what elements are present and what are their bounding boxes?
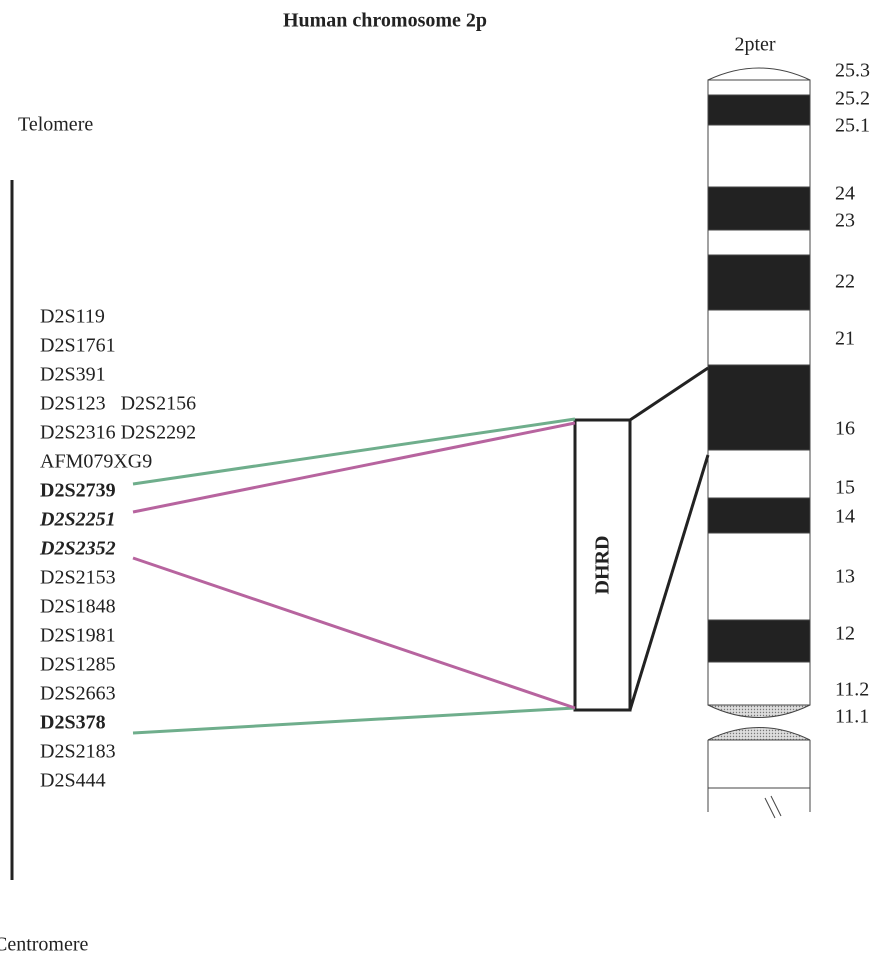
title: Human chromosome 2p bbox=[283, 10, 487, 32]
band-label: 14 bbox=[835, 506, 855, 528]
marker-label: D2S391 bbox=[40, 364, 106, 386]
marker-label: D2S444 bbox=[40, 770, 106, 792]
chromosome bbox=[708, 68, 810, 818]
marker-label: D2S1848 bbox=[40, 596, 116, 618]
critical-line bbox=[133, 423, 575, 512]
band-label: 22 bbox=[835, 271, 855, 293]
band-label: 25.1 bbox=[835, 115, 870, 137]
critical-line bbox=[133, 558, 575, 708]
marker-label: D2S2183 bbox=[40, 741, 116, 763]
band-label: 24 bbox=[835, 183, 855, 205]
band-label: 13 bbox=[835, 566, 855, 588]
marker-label: D2S2153 bbox=[40, 567, 116, 589]
band-label: 15 bbox=[835, 477, 855, 499]
marker-label: AFM079XG9 bbox=[40, 451, 152, 473]
band-label: 11.2 bbox=[835, 679, 869, 701]
marker-label: D2S2316 D2S2292 bbox=[40, 422, 196, 444]
band-label: 25.3 bbox=[835, 60, 870, 82]
band-label: 23 bbox=[835, 210, 855, 232]
region-label: DHRD bbox=[592, 536, 614, 595]
telomere-label: Telomere bbox=[18, 114, 93, 136]
band-label: 11.1 bbox=[835, 706, 869, 728]
marker-label: D2S2739 bbox=[40, 480, 116, 502]
marker-label: D2S1761 bbox=[40, 335, 116, 357]
centromere-label: Centromere bbox=[0, 934, 89, 956]
pter-label: 2pter bbox=[734, 34, 775, 56]
band-label: 21 bbox=[835, 328, 855, 350]
flank-line bbox=[133, 708, 575, 733]
marker-label: D2S2251 bbox=[39, 509, 116, 531]
marker-label: D2S1285 bbox=[40, 654, 116, 676]
band-label: 12 bbox=[835, 623, 855, 645]
marker-label: D2S2663 bbox=[40, 683, 116, 705]
zoom-line bbox=[630, 455, 708, 710]
marker-label: D2S123 D2S2156 bbox=[40, 393, 196, 415]
figure: Human chromosome 2p 2pter Telomere Centr… bbox=[0, 0, 887, 962]
marker-label: D2S119 bbox=[40, 306, 105, 328]
band-label: 16 bbox=[835, 418, 855, 440]
zoom-line bbox=[630, 368, 708, 420]
marker-label: D2S378 bbox=[40, 712, 106, 734]
band-label: 25.2 bbox=[835, 88, 870, 110]
flank-line bbox=[133, 419, 575, 484]
marker-label: D2S1981 bbox=[40, 625, 116, 647]
marker-label: D2S2352 bbox=[39, 538, 116, 560]
